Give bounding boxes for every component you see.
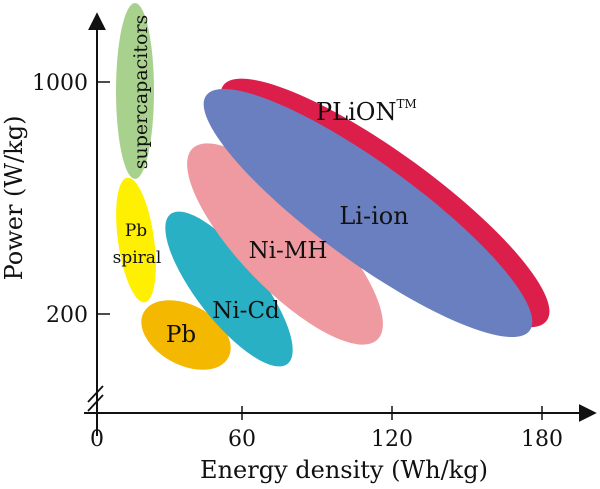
region-labels: supercapacitors Pb spiral Pb Ni-Cd Ni-MH… (113, 15, 417, 348)
y-ticks: 1000 200 (32, 71, 110, 328)
region-ni-cd (165, 211, 293, 367)
x-tick-label: 120 (371, 427, 413, 452)
x-tick-label: 60 (228, 427, 256, 452)
y-axis-title: Power (W/kg) (0, 116, 28, 281)
y-axis-break-mark (87, 394, 104, 412)
region-label-plion: PLiONTM (316, 97, 417, 126)
y-tick-label: 200 (46, 303, 88, 328)
region-label-pb-spiral-line1: Pb (125, 221, 147, 241)
region-label-li-ion: Li-ion (339, 202, 408, 230)
regions-layer (116, 3, 550, 370)
region-label-supercapacitors: supercapacitors (130, 15, 152, 170)
region-ni-mh (187, 143, 383, 345)
x-ticks: 0 60 120 180 (90, 406, 563, 452)
x-axis-title: Energy density (Wh/kg) (200, 456, 488, 484)
region-li-ion (203, 88, 533, 338)
y-tick-label: 1000 (32, 71, 88, 96)
region-pb-spiral (116, 177, 156, 303)
region-supercapacitors (116, 3, 154, 179)
y-axis-break-mark (87, 385, 104, 403)
plion-name: PLiON (316, 98, 396, 126)
x-tick-label: 0 (90, 427, 104, 452)
x-tick-label: 180 (521, 427, 563, 452)
region-label-ni-cd: Ni-Cd (212, 298, 280, 324)
axes (84, 12, 597, 436)
region-label-pb-spiral-line2: spiral (113, 248, 162, 268)
plion-trademark: TM (396, 97, 416, 111)
region-label-ni-mh: Ni-MH (249, 238, 328, 264)
region-pb (141, 300, 231, 370)
region-label-pb: Pb (166, 322, 196, 348)
